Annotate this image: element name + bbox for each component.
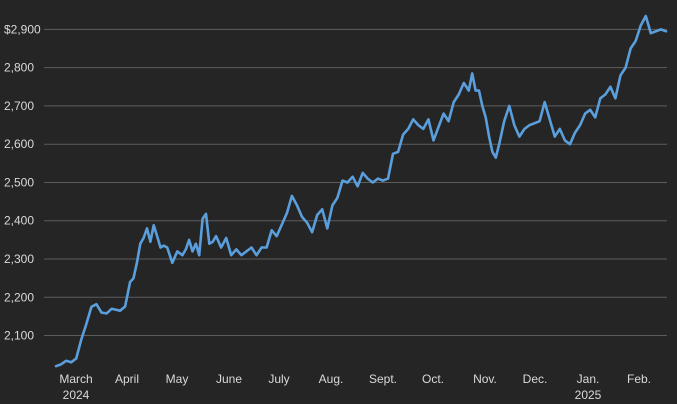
x-tick-label: Feb. (627, 372, 651, 386)
x-tick-label: March (59, 372, 92, 386)
x-tick-label: Aug. (319, 372, 344, 386)
y-tick-label: 2,300 (4, 252, 34, 266)
y-tick-label: 2,700 (4, 99, 34, 113)
x-tick-year-label: 2025 (575, 388, 602, 402)
y-tick-label: 2,100 (4, 329, 34, 343)
x-tick-label: Dec. (523, 372, 548, 386)
x-tick-label: Jan. (577, 372, 600, 386)
x-tick-label: July (268, 372, 289, 386)
y-tick-label: 2,800 (4, 61, 34, 75)
y-tick-label: 2,400 (4, 214, 34, 228)
series-layer (54, 14, 668, 368)
y-tick-label: 2,600 (4, 137, 34, 151)
y-axis-ticks: 2,100 2,200 2,300 2,400 2,500 2,600 2,700 2,800… (4, 22, 41, 342)
x-axis-ticks: March 2024 April May June July Aug. Sept. Oct. No… (59, 372, 651, 402)
y-tick-label: $2,900 (4, 22, 41, 36)
x-tick-label: May (166, 372, 189, 386)
x-tick-year-label: 2024 (63, 388, 90, 402)
x-tick-label: Sept. (369, 372, 397, 386)
x-tick-label: June (216, 372, 242, 386)
x-tick-label: Nov. (473, 372, 497, 386)
x-tick-label: April (115, 372, 139, 386)
y-tick-label: 2,200 (4, 290, 34, 304)
series-line (54, 14, 668, 368)
x-tick-label: Oct. (422, 372, 444, 386)
y-tick-label: 2,500 (4, 175, 34, 189)
